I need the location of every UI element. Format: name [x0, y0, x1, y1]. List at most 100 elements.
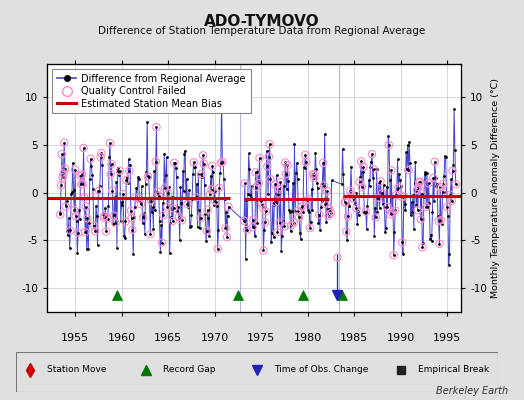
- Point: [211, 198, 220, 204]
- Point: [439, 181, 447, 187]
- Point: [309, 171, 317, 178]
- Point: [443, 204, 451, 210]
- Point: [77, 181, 85, 188]
- Point: [265, 154, 273, 160]
- Point: [282, 171, 290, 177]
- Point: [297, 204, 305, 211]
- Point: [111, 220, 119, 226]
- Point: [59, 174, 67, 180]
- Point: [387, 167, 396, 174]
- Point: [398, 239, 407, 246]
- Point: [132, 194, 140, 201]
- Point: [346, 188, 354, 194]
- Point: [110, 212, 118, 219]
- Point: [164, 190, 172, 196]
- Point: [295, 214, 303, 220]
- Point: [344, 213, 352, 220]
- Point: [429, 175, 438, 181]
- Point: [83, 215, 92, 222]
- Point: [241, 180, 249, 187]
- Point: [116, 168, 124, 174]
- Point: [319, 160, 328, 166]
- Point: [275, 186, 283, 193]
- Point: [386, 211, 395, 218]
- Point: [416, 178, 424, 185]
- Point: [218, 159, 226, 165]
- Point: [281, 159, 289, 166]
- Point: [383, 204, 391, 210]
- Point: [394, 185, 402, 191]
- Point: [240, 218, 248, 224]
- Point: [203, 228, 211, 234]
- Point: [362, 208, 370, 215]
- Point: [178, 217, 186, 224]
- Point: [446, 192, 454, 198]
- Point: [151, 158, 160, 165]
- Point: [155, 192, 163, 199]
- Point: [199, 152, 207, 158]
- Point: [261, 208, 270, 215]
- Point: [376, 178, 385, 184]
- Point: [391, 207, 399, 214]
- Point: [74, 230, 82, 236]
- Text: Station Move: Station Move: [47, 366, 106, 374]
- Text: 1970: 1970: [201, 333, 229, 343]
- Point: [415, 179, 423, 186]
- Point: [77, 173, 85, 179]
- Point: [431, 158, 439, 165]
- Point: [266, 141, 274, 147]
- Point: [434, 218, 443, 224]
- Point: [283, 162, 292, 168]
- Point: [437, 217, 445, 224]
- Text: Berkeley Earth: Berkeley Earth: [436, 386, 508, 396]
- Point: [447, 198, 456, 204]
- Text: 1995: 1995: [433, 333, 461, 343]
- Point: [342, 199, 350, 206]
- Point: [258, 204, 267, 210]
- Point: [163, 204, 171, 210]
- Point: [206, 191, 214, 198]
- Point: [58, 151, 66, 157]
- Point: [452, 181, 460, 188]
- Point: [385, 142, 393, 148]
- Point: [289, 219, 298, 226]
- Point: [326, 210, 335, 216]
- Text: 1965: 1965: [154, 333, 182, 343]
- Point: [325, 206, 334, 212]
- Point: [56, 211, 64, 218]
- Point: [389, 252, 398, 258]
- Point: [119, 191, 127, 197]
- Point: [97, 150, 106, 156]
- Point: [139, 214, 147, 221]
- Point: [215, 184, 223, 191]
- Point: [90, 222, 99, 229]
- Point: [435, 240, 444, 247]
- Point: [392, 192, 400, 198]
- Point: [341, 199, 349, 206]
- Point: [378, 190, 386, 196]
- Point: [400, 193, 408, 200]
- Point: [106, 171, 115, 177]
- Text: 1975: 1975: [247, 333, 275, 343]
- Point: [57, 182, 66, 188]
- Point: [310, 171, 319, 178]
- Point: [388, 210, 396, 216]
- Text: 1980: 1980: [293, 333, 322, 343]
- Point: [152, 124, 161, 130]
- Point: [261, 219, 269, 226]
- Point: [127, 215, 136, 221]
- Point: [255, 180, 263, 186]
- Point: [276, 220, 284, 226]
- Point: [397, 194, 406, 200]
- Point: [196, 215, 205, 221]
- Point: [249, 216, 258, 223]
- Point: [79, 181, 87, 188]
- Point: [258, 200, 266, 207]
- Text: Empirical Break: Empirical Break: [418, 366, 489, 374]
- Text: Difference of Station Temperature Data from Regional Average: Difference of Station Temperature Data f…: [99, 26, 425, 36]
- Point: [96, 154, 105, 160]
- Point: [449, 168, 457, 174]
- Point: [252, 169, 260, 176]
- Point: [324, 212, 333, 219]
- Point: [404, 167, 412, 173]
